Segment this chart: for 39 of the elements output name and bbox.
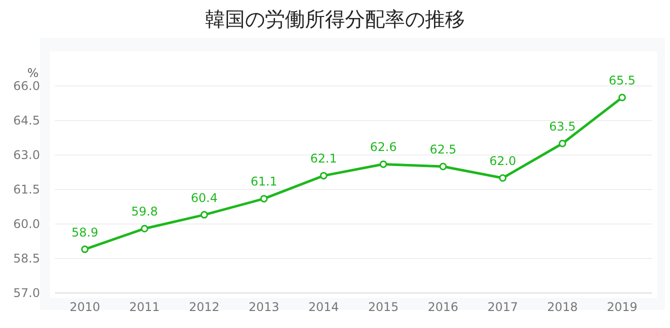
x-tick-label: 2019 [606,300,638,314]
x-tick-label: 2010 [70,300,100,314]
y-tick-label: 61.5 [13,182,40,196]
point [260,194,268,202]
y-tick-label: 60.0 [13,217,40,231]
point [380,160,388,168]
x-tick-label: 2012 [188,300,220,314]
x-tick-label: 2016 [428,300,458,314]
data-label: 61.1 [250,174,278,189]
x-tick-label: 2014 [308,300,339,314]
y-axis-title: % [27,66,39,80]
x-tick-label: 2018 [547,300,578,314]
y-tick-label: 64.5 [13,114,40,128]
data-label: 62.1 [310,152,338,166]
x-tick-label: 2011 [129,300,160,314]
y-tick-label: 66.0 [13,79,40,93]
x-tick-label: 2015 [368,300,399,314]
x-tick-label: 2013 [248,300,280,314]
data-label: 62.5 [430,142,456,156]
data-label: 62.6 [370,140,397,154]
data-label: 60.4 [190,190,218,205]
point [558,140,566,148]
point [439,162,447,170]
y-tick-label: 57.0 [13,286,40,300]
x-tick-label: 2017 [487,300,518,314]
y-tick-label: 63.0 [13,148,40,162]
point [320,172,328,180]
data-label: 59.8 [131,204,158,219]
point [200,211,208,219]
point [81,246,89,254]
y-tick-label: 58.5 [13,252,40,266]
data-label: 65.5 [608,74,636,88]
point [618,94,626,102]
point [140,224,148,232]
data-label: 63.5 [549,120,576,134]
chart-title: 韓国の労働所得分配率の推移 [205,7,465,31]
data-label: 58.9 [71,225,98,240]
point [499,174,506,182]
data-label: 62.0 [489,154,516,168]
